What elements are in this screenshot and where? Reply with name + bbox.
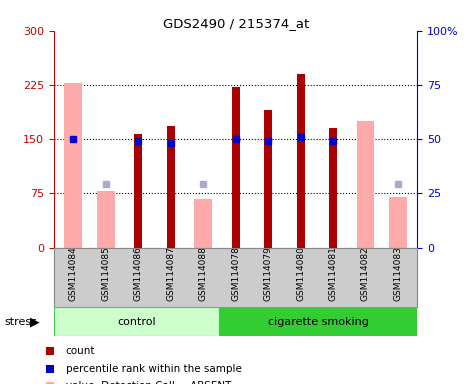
- Bar: [166, 126, 175, 248]
- Bar: [389, 197, 407, 248]
- Bar: [329, 128, 337, 248]
- Bar: [54, 307, 219, 336]
- Bar: [64, 83, 83, 248]
- Bar: [296, 74, 305, 248]
- Bar: [232, 87, 240, 248]
- Bar: [134, 134, 143, 248]
- Bar: [264, 110, 272, 248]
- Bar: [219, 307, 417, 336]
- Bar: [97, 191, 115, 248]
- Text: ▶: ▶: [30, 315, 40, 328]
- Text: value, Detection Call = ABSENT: value, Detection Call = ABSENT: [66, 381, 231, 384]
- Text: stress: stress: [5, 316, 38, 327]
- Text: percentile rank within the sample: percentile rank within the sample: [66, 364, 242, 374]
- Text: count: count: [66, 346, 95, 356]
- Bar: [194, 199, 212, 248]
- Text: cigarette smoking: cigarette smoking: [268, 316, 369, 327]
- Text: control: control: [117, 316, 156, 327]
- Title: GDS2490 / 215374_at: GDS2490 / 215374_at: [163, 17, 309, 30]
- Bar: [356, 121, 374, 248]
